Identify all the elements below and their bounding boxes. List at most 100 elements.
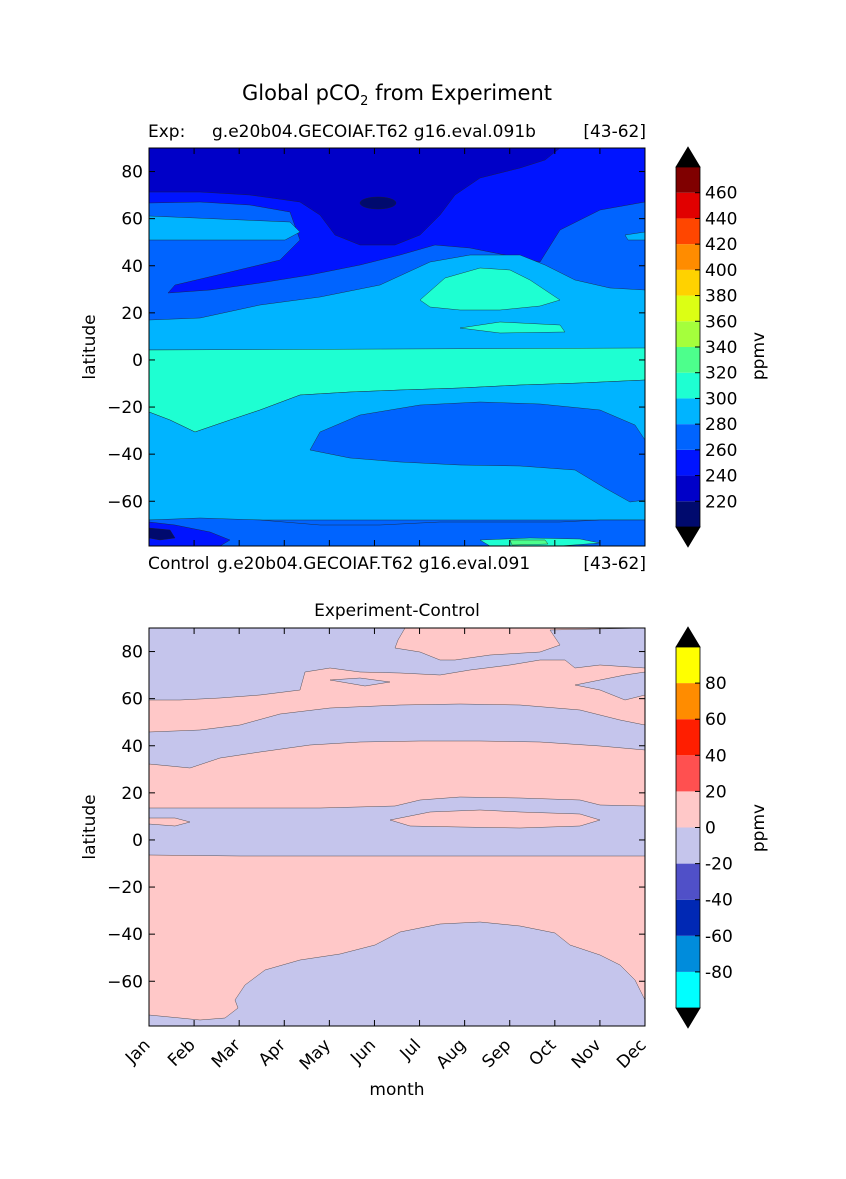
colorbar-segment: [676, 935, 700, 972]
colorbar-segment: [676, 971, 700, 1008]
colorbar-segment: [676, 791, 700, 828]
control-case-name: g.e20b04.GECOIAF.T62 g16.eval.091: [217, 554, 530, 574]
diff-pos-patch-equator: [389, 809, 601, 829]
x-tick-label: May: [296, 1035, 335, 1074]
colorbar-tick-label: 60: [705, 710, 727, 730]
x-tick-label: Dec: [613, 1035, 650, 1072]
top-axes: −60 −40 −20 0 20 40 60 80: [107, 148, 646, 546]
bottom-panel-title: Experiment-Control: [314, 601, 480, 621]
x-tick-label: Sep: [478, 1035, 515, 1072]
y-tick-label: 0: [132, 831, 143, 851]
colorbar-segment: [676, 719, 700, 756]
colorbar-segment: [676, 863, 700, 900]
colorbar-over-arrow: [675, 626, 701, 648]
colorbar-tick-label: 240: [705, 467, 737, 487]
exp-case-name: g.e20b04.GECOIAF.T62 g16.eval.091b: [212, 122, 536, 142]
colorbar-tick-label: 80: [705, 674, 727, 694]
colorbar-tick-label: 460: [705, 184, 737, 204]
y-tick-label: 80: [121, 643, 143, 663]
contour-200-220-far-south: [149, 527, 176, 541]
contour-300-320-north-blob: [419, 267, 561, 311]
colorbar-tick-label: 40: [705, 746, 727, 766]
top-contour-field: [149, 148, 645, 546]
y-tick-label: 20: [121, 784, 143, 804]
colorbar-tick-label: 360: [705, 312, 737, 332]
top-plot-frame: [148, 147, 646, 547]
colorbar-segment: [676, 244, 700, 270]
colorbar-tick-label: 340: [705, 338, 737, 358]
y-tick-label: 60: [121, 210, 143, 230]
y-tick-label: −20: [107, 878, 143, 898]
figure-title: Global pCO2 from Experiment: [242, 81, 552, 109]
colorbar-tick-label: 0: [705, 819, 716, 839]
colorbar-under-arrow: [675, 1007, 701, 1029]
top-panel: Exp: g.e20b04.GECOIAF.T62 g16.eval.091b …: [80, 122, 769, 574]
y-tick-label: 40: [121, 737, 143, 757]
contour-300-320-north-sliver: [459, 321, 566, 334]
colorbar-tick-label: 400: [705, 261, 737, 281]
y-tick-label: −40: [107, 925, 143, 945]
x-tick-label: Jan: [121, 1035, 154, 1068]
bottom-contour-field: [149, 628, 645, 1026]
colorbar-segment: [676, 347, 700, 373]
diff-neg-small-patch: [329, 677, 391, 687]
diff-neg-band-north: [149, 628, 645, 701]
bottom-y-axis-label: latitude: [80, 794, 100, 859]
colorbar-segment: [676, 827, 700, 864]
x-tick-label: Aug: [433, 1035, 471, 1073]
colorbar-tick-label: 300: [705, 389, 737, 409]
colorbar-segment: [676, 269, 700, 296]
colorbar-under-arrow: [675, 526, 701, 548]
colorbar-tick-label: -60: [705, 927, 733, 947]
bottom-panel: Experiment-Control −60 −40 −20 0 20 40 60 80 Jan…: [80, 601, 769, 1100]
contour-260-280-south: [309, 401, 645, 503]
bottom-colorbar-label: ppmv: [749, 804, 769, 852]
colorbar-tick-label: 420: [705, 235, 737, 255]
bottom-plot-frame: [148, 627, 646, 1027]
control-label: Control: [148, 554, 209, 574]
top-y-axis-label: latitude: [80, 314, 100, 379]
x-tick-label: Feb: [164, 1035, 199, 1070]
y-tick-label: −40: [107, 445, 143, 465]
colorbar-tick-label: 380: [705, 287, 737, 307]
x-tick-label: Oct: [525, 1035, 560, 1070]
colorbar-tick-label: -80: [705, 963, 733, 983]
y-tick-label: −20: [107, 398, 143, 418]
colorbar-tick-label: -20: [705, 855, 733, 875]
y-tick-label: −60: [107, 492, 143, 512]
contour-280-300-ne-patch: [624, 231, 645, 241]
exp-years: [43-62]: [583, 122, 646, 142]
colorbar-tick-label: 440: [705, 209, 737, 229]
colorbar-segment: [676, 218, 700, 245]
y-tick-label: 80: [121, 163, 143, 183]
colorbar-tick-label: 320: [705, 364, 737, 384]
contour-200-220: [359, 196, 397, 210]
y-tick-label: 60: [121, 690, 143, 710]
colorbar-segment: [676, 167, 700, 193]
colorbar-over-arrow: [675, 146, 701, 168]
diff-neg-blob-south: [149, 921, 645, 1026]
y-tick-label: 40: [121, 257, 143, 277]
colorbar-segment: [676, 899, 700, 936]
y-tick-label: 20: [121, 304, 143, 324]
x-tick-label: Mar: [208, 1035, 245, 1072]
colorbar-segment: [676, 192, 700, 219]
diff-pos-patch-west: [149, 817, 191, 827]
exp-label: Exp:: [148, 122, 185, 142]
x-tick-label: Nov: [568, 1035, 606, 1073]
colorbar-tick-label: -40: [705, 891, 733, 911]
colorbar-tick-label: 280: [705, 415, 737, 435]
x-tick-label: Jul: [396, 1035, 425, 1064]
colorbar-segment: [676, 321, 700, 347]
control-years: [43-62]: [583, 554, 646, 574]
bottom-colorbar: -80 -60 -40 -20 0 20 40 60 80: [675, 626, 733, 1029]
contour-240-260-far-south: [149, 521, 231, 546]
colorbar-segment: [676, 683, 700, 720]
colorbar-tick-label: 260: [705, 441, 737, 461]
diff-neg-ne-patch: [574, 671, 645, 701]
contour-220-240: [149, 148, 561, 246]
colorbar-segment: [676, 424, 700, 450]
colorbar-segment: [676, 398, 700, 425]
contour-320-340-far-south: [509, 539, 549, 546]
colorbar-segment: [676, 755, 700, 792]
